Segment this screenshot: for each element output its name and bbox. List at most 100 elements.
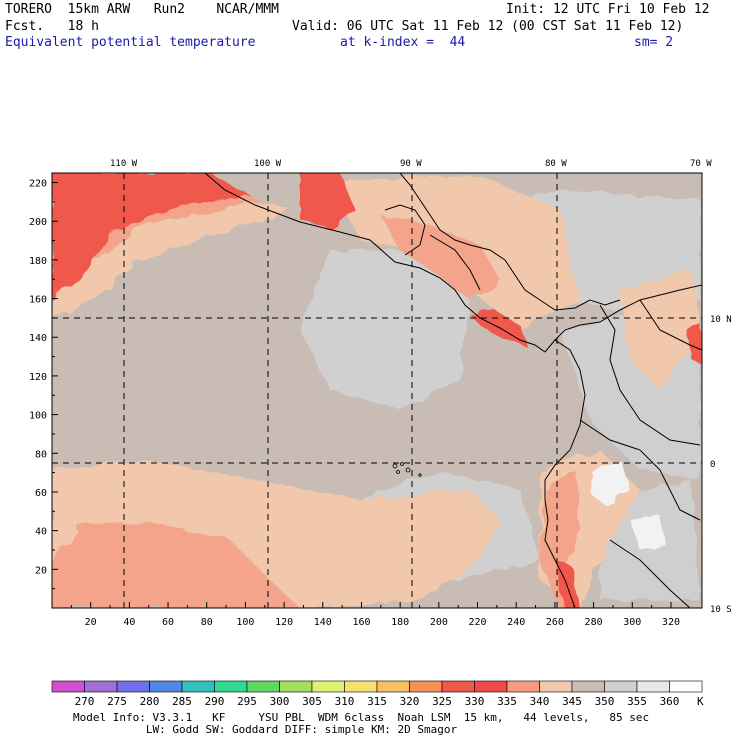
colorbar-label: 290 [205,695,225,708]
shading-salmon-andes [540,470,580,608]
colorbar-label: 280 [140,695,160,708]
lon-label-100w: 100 W [254,159,282,169]
colorbar-swatch [279,680,313,693]
x-tick-label: 120 [275,617,293,628]
shading-red-mexico [300,173,355,230]
smoothing-label: sm= 2 [634,35,674,50]
colorbar-swatch [636,680,670,693]
colorbar-swatch [84,680,118,693]
header-title: TORERO 15km ARW Run2 NCAR/MMM [5,2,279,17]
y-tick-label: 100 [29,411,47,422]
shading-salmon-centralamerica [380,215,500,300]
field-title: Equivalent potential temperature [5,35,256,50]
colorbar-label: 355 [627,695,647,708]
y-tick-label: 160 [29,295,47,306]
latlon-grid [52,173,702,608]
x-tick-label: 80 [201,617,213,628]
lat-label-10s: 10 S [710,605,732,615]
shading-white-2 [630,515,665,550]
colorbar-swatch [669,680,703,693]
x-tick-label: 20 [85,617,97,628]
coastline-caribbean [399,173,621,311]
colorbar-label: 300 [270,695,290,708]
colorbar-label: 335 [497,695,517,708]
x-tick-label: 160 [352,617,370,628]
footer-model-info: Model Info: V3.3.1 KF YSU PBL WDM 6class… [73,711,650,724]
lon-label-80w: 80 W [545,159,567,169]
y-tick-label: 40 [35,527,47,538]
y-tick-label: 60 [35,488,47,499]
x-tick-label: 180 [391,617,409,628]
colorbar-swatch [506,680,540,693]
colorbar-swatch [246,680,280,693]
lat-label-10n: 10 N [710,315,732,325]
colorbar-label: 360 [660,695,680,708]
shading-salmon-south [52,522,300,608]
colorbar-label: 275 [107,695,127,708]
colorbar-swatch [116,680,150,693]
y-axis-ticks: 20 40 60 80 100 120 140 160 180 200 220 [29,179,58,590]
colorbar-swatch [409,680,443,693]
colorbar-label: 350 [595,695,615,708]
colorbar-swatch [344,680,378,693]
colorbar: 270 275 280 285 290 295 300 305 310 315 320 325 330 3… [51,680,703,708]
colorbar-swatch [539,680,573,693]
colorbar-label: 305 [302,695,322,708]
colorbar-label: 315 [367,695,387,708]
shading-lightgray-1 [300,250,470,410]
colorbar-label: 325 [432,695,452,708]
colorbar-label: 270 [75,695,95,708]
lon-label-110w: 110 W [110,159,138,169]
colorbar-swatch [311,680,345,693]
y-tick-label: 20 [35,565,47,576]
border-peru-brazil [609,539,691,608]
colorbar-swatch [149,680,183,693]
shading-white-1 [592,460,630,505]
colorbar-swatch [181,680,215,693]
y-tick-label: 80 [35,449,47,460]
shading-red-costarica [470,310,525,345]
y-tick-label: 180 [29,256,47,267]
coastline-pacific-north [204,173,702,353]
shading-red-nw [52,173,250,300]
x-tick-label: 200 [430,617,448,628]
lon-label-90w: 90 W [400,159,422,169]
colorbar-label: 320 [400,695,420,708]
colorbar-label: 295 [237,695,257,708]
x-tick-label: 240 [507,617,525,628]
x-tick-label: 280 [585,617,603,628]
y-tick-label: 200 [29,217,47,228]
y-tick-label: 140 [29,333,47,344]
coastline-south-america [544,339,586,608]
level-label: at k-index = 44 [340,35,466,50]
colorbar-swatch [214,680,248,693]
colorbar-label: 330 [465,695,485,708]
y-tick-label: 120 [29,372,47,383]
colorbar-swatch [474,680,508,693]
colorbar-swatch [571,680,605,693]
lat-label-equator: 0 [710,460,715,470]
colorbar-label: 285 [172,695,192,708]
border-colombia [599,304,701,446]
border-guatemala [384,204,426,256]
x-tick-label: 100 [236,617,254,628]
colorbar-label: 310 [335,695,355,708]
x-tick-label: 140 [314,617,332,628]
x-tick-label: 220 [469,617,487,628]
colorbar-swatch [604,680,638,693]
x-tick-label: 300 [623,617,641,628]
border-ecuador-peru [579,419,701,521]
header-valid-time: Valid: 06 UTC Sat 11 Feb 12 (00 CST Sat … [292,19,684,34]
border-venezuela [639,299,702,351]
colorbar-swatch [51,680,85,693]
coastlines [204,173,702,608]
x-axis-ticks: 20 40 60 80 100 120 140 160 180 200 220 240 260 280 30… [70,602,680,628]
x-tick-label: 40 [123,617,135,628]
galapagos-islands [392,462,422,477]
footer-physics-info: LW: Godd SW: Goddard DIFF: simple KM: 2D… [73,723,458,736]
colorbar-label: 345 [562,695,582,708]
colorbar-label: 340 [530,695,550,708]
field-shading [52,173,702,608]
shading-red-venezuela [688,325,702,365]
